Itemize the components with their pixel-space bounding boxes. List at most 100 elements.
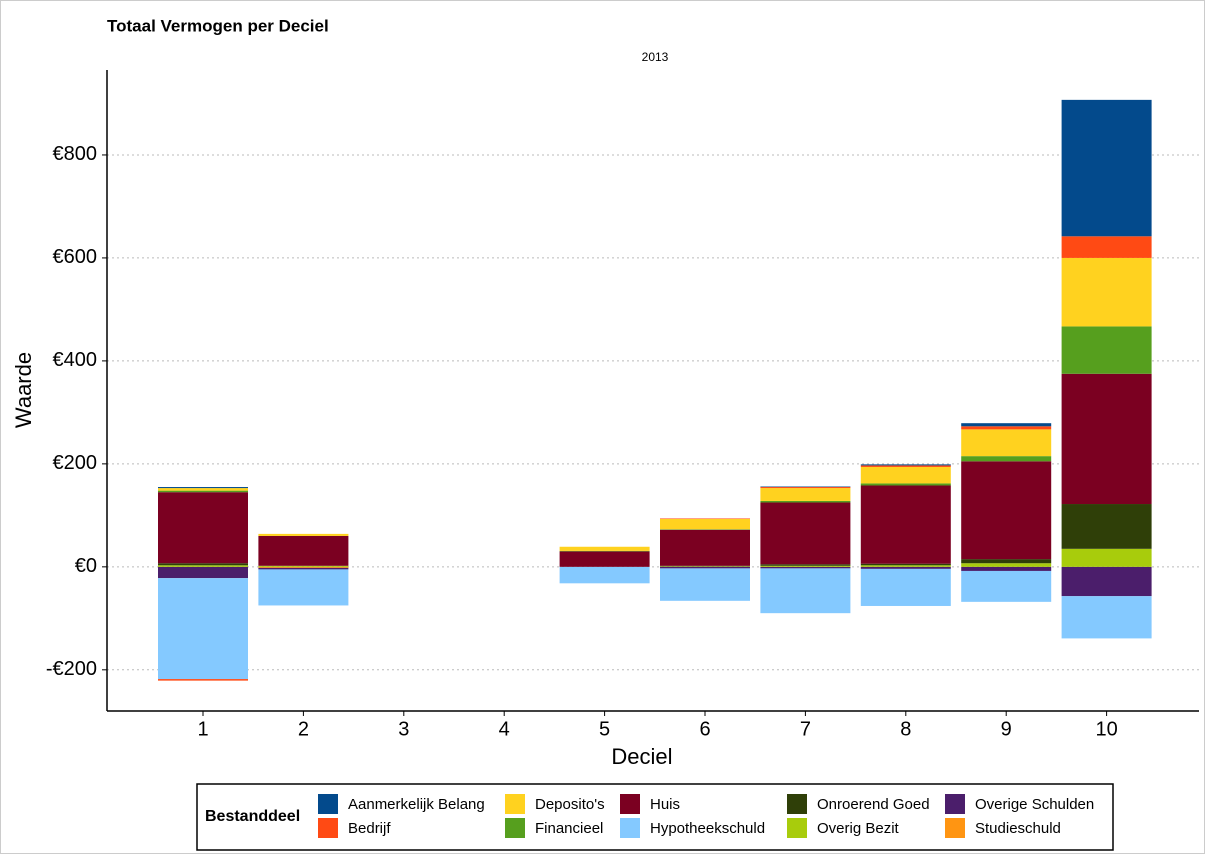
legend-key <box>787 818 807 838</box>
bar-segment <box>660 518 750 519</box>
bar-segment <box>559 546 650 551</box>
bar-segment <box>860 483 951 486</box>
bar-segment <box>961 563 1052 567</box>
legend-label: Overig Bezit <box>817 820 900 837</box>
legend-key <box>318 794 338 814</box>
y-axis-label: Waarde <box>11 352 36 428</box>
y-tick-label: €200 <box>53 452 98 474</box>
bar-segment <box>860 566 951 569</box>
bar-segment <box>258 565 349 567</box>
bar-segment <box>1061 373 1152 505</box>
legend-label: Overige Schulden <box>975 796 1094 813</box>
bar-segment <box>760 486 851 488</box>
bar-segment <box>1061 596 1152 639</box>
x-tick-label: 5 <box>599 718 610 740</box>
chart-title: Totaal Vermogen per Deciel <box>107 16 329 35</box>
bar-segment <box>760 565 851 567</box>
bar-segment <box>961 456 1052 462</box>
y-tick-label: €800 <box>53 143 98 165</box>
legend-label: Huis <box>650 796 680 813</box>
legend-label: Financieel <box>535 820 603 837</box>
bar-segment <box>1061 548 1152 567</box>
legend-label: Hypotheekschuld <box>650 820 765 837</box>
bar-segment <box>961 566 1052 571</box>
x-tick-label: 1 <box>197 718 208 740</box>
bar-segment <box>760 502 851 565</box>
x-tick-label: 7 <box>800 718 811 740</box>
bar-segment <box>860 466 951 484</box>
bar-segment <box>1061 326 1152 374</box>
bar-segment <box>961 570 1052 602</box>
bar-segment <box>860 565 951 567</box>
x-tick-label: 9 <box>1001 718 1012 740</box>
bar-segment <box>860 568 951 606</box>
bar-segment <box>158 490 248 493</box>
legend-label: Deposito's <box>535 796 605 813</box>
bar-segment <box>660 529 750 530</box>
bar-segment <box>158 578 248 680</box>
bar-segment <box>158 487 248 489</box>
bar-segment <box>760 487 851 489</box>
bar-segment <box>158 492 248 564</box>
x-axis-label: Deciel <box>611 744 672 769</box>
bar-segment <box>660 566 750 569</box>
x-tick-label: 8 <box>900 718 911 740</box>
legend-title: Bestanddeel <box>205 808 300 825</box>
x-tick-label: 2 <box>298 718 309 740</box>
bar-segment <box>158 679 248 681</box>
bar-segment <box>1061 99 1152 237</box>
legend-key <box>505 818 525 838</box>
bar-segment <box>860 485 951 564</box>
legend-label: Studieschuld <box>975 820 1061 837</box>
bar-segment <box>760 500 851 503</box>
bar-segment <box>258 533 349 536</box>
legend-label: Aanmerkelijk Belang <box>348 796 485 813</box>
legend-key <box>620 794 640 814</box>
bar-segment <box>760 488 851 501</box>
bar-segment <box>258 569 349 606</box>
bar-segment <box>860 464 951 466</box>
y-tick-label: €400 <box>53 349 98 371</box>
bar-segment <box>860 563 951 566</box>
bar-segment <box>961 461 1052 560</box>
legend-key <box>620 818 640 838</box>
y-tick-label: €600 <box>53 246 98 268</box>
bar-segment <box>660 568 750 601</box>
bar-segment <box>1061 236 1152 258</box>
bar-segment <box>961 423 1052 427</box>
bar-segment <box>660 518 750 530</box>
x-tick-label: 10 <box>1095 718 1117 740</box>
bar-segment <box>961 429 1052 457</box>
bar-segment <box>660 565 750 567</box>
bar-segment <box>158 488 248 491</box>
legend-key <box>945 818 965 838</box>
x-tick-label: 3 <box>398 718 409 740</box>
bar-segment <box>760 566 851 569</box>
x-tick-label: 4 <box>499 718 510 740</box>
y-tick-label: €0 <box>75 555 97 577</box>
bar-segment <box>258 567 349 570</box>
bar-segment <box>258 566 349 568</box>
bar-segment <box>961 426 1052 430</box>
bar-segment <box>559 566 650 584</box>
bar-segment <box>1061 257 1152 327</box>
bar-segment <box>660 529 750 566</box>
bar-segment <box>158 565 248 567</box>
legend-key <box>787 794 807 814</box>
chart-subtitle: 2013 <box>642 50 669 64</box>
bar-segment <box>961 559 1052 564</box>
bar-segment <box>1061 566 1152 597</box>
x-tick-label: 6 <box>699 718 710 740</box>
legend-key <box>505 794 525 814</box>
legend-label: Onroerend Goed <box>817 796 930 813</box>
bar-segment <box>559 551 650 567</box>
bar-segment <box>760 564 851 566</box>
y-tick-label: -€200 <box>46 658 97 680</box>
bar-segment <box>760 568 851 614</box>
bar-segment <box>559 550 650 552</box>
bar-segment <box>1061 504 1152 549</box>
bar-segment <box>258 535 349 566</box>
bar-segment <box>860 465 951 467</box>
legend-box <box>196 783 1114 851</box>
